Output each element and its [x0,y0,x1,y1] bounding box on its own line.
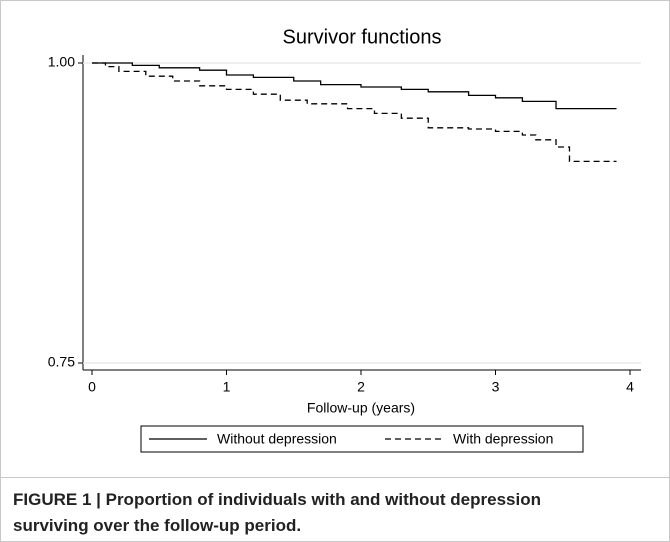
y-tick-label: 0.75 [48,354,75,370]
separator [1,477,669,478]
y-tick-label: 1.00 [48,54,75,70]
x-axis-title: Follow-up (years) [307,400,415,416]
legend [140,425,584,453]
chart-title: Survivor functions [283,26,442,48]
x-tick-label: 2 [357,379,365,395]
chart: Survivor functions Follow-up (years) 1.0… [48,26,641,453]
legend-label: Without depression [217,431,337,447]
survival-line [92,62,617,110]
legend-label: With depression [453,431,553,447]
x-tick-label: 3 [492,379,500,395]
x-tick-label: 0 [88,379,96,395]
x-tick-label: 4 [626,379,634,395]
caption: FIGURE 1 | Proportion of individuals wit… [13,490,541,535]
survival-line [92,62,617,163]
x-tick-label: 1 [223,379,231,395]
